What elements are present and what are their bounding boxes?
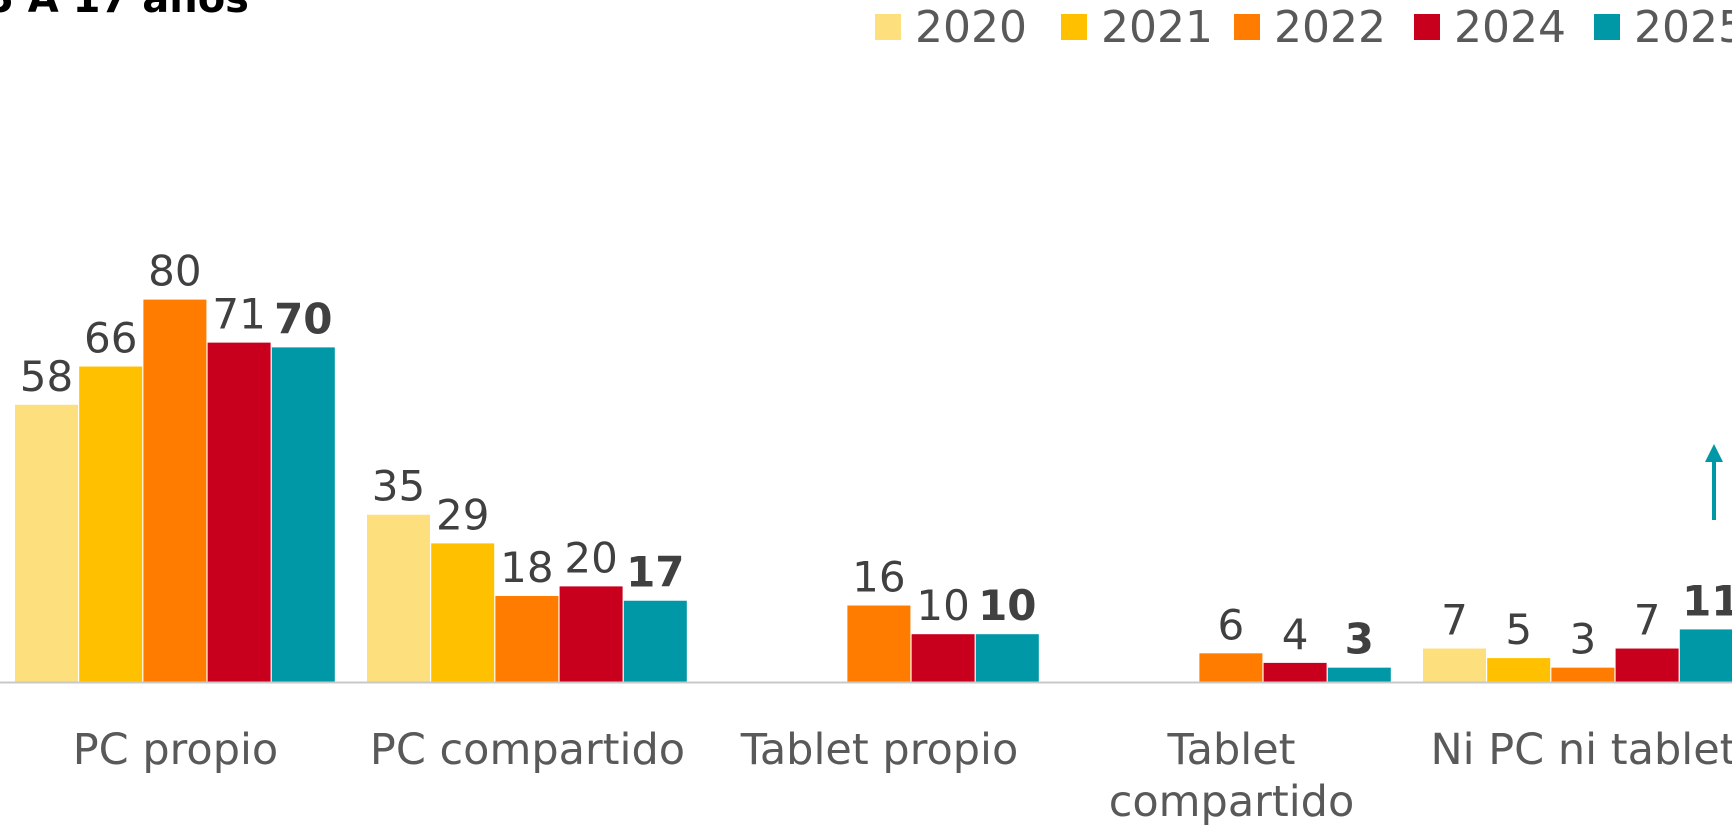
data-label: 3 — [1570, 615, 1597, 664]
bar — [431, 543, 495, 682]
data-label: 58 — [20, 352, 73, 401]
legend-label: 2024 — [1454, 2, 1566, 53]
bar — [975, 634, 1039, 682]
bar — [495, 595, 559, 682]
bar — [1327, 667, 1391, 682]
arrow-head — [1705, 444, 1723, 462]
bar — [1551, 667, 1615, 682]
data-label: 18 — [500, 543, 553, 592]
data-label: 35 — [372, 462, 425, 511]
data-label: 71 — [212, 290, 265, 339]
data-label: 6 — [1218, 600, 1245, 649]
bar — [1199, 653, 1263, 682]
bar — [143, 299, 207, 682]
legend-swatch — [1594, 14, 1620, 40]
data-label: 80 — [148, 247, 201, 296]
data-label: 10 — [916, 581, 969, 630]
bar — [911, 634, 975, 682]
bar — [847, 605, 911, 682]
data-label: 16 — [852, 553, 905, 602]
x-tick-label: PC propio — [73, 725, 279, 775]
data-label: 7 — [1634, 596, 1661, 645]
bar — [15, 404, 78, 682]
data-label: 4 — [1282, 610, 1309, 659]
data-label: 11 — [1682, 576, 1732, 625]
bar — [1423, 648, 1486, 682]
data-label: 5 — [1505, 605, 1532, 654]
x-tick-label: Tablet propio — [740, 725, 1019, 775]
bar — [623, 600, 687, 682]
bar — [1263, 662, 1327, 682]
bar — [207, 342, 271, 682]
label-line: Tablet — [1166, 725, 1295, 775]
bar — [1679, 629, 1732, 682]
legend-swatch — [1234, 14, 1260, 40]
label-line: compartido — [1109, 777, 1355, 827]
legend-swatch — [1061, 14, 1087, 40]
x-tick-label: Ni PC ni tablet — [1430, 725, 1732, 775]
legend-label: 2021 — [1101, 2, 1213, 53]
chart-title: 5 A 17 años — [0, 0, 249, 22]
legend-label: 2022 — [1274, 2, 1386, 53]
bar — [1615, 648, 1679, 682]
data-label: 7 — [1441, 596, 1468, 645]
data-label: 10 — [978, 581, 1036, 630]
bar — [1487, 658, 1551, 682]
bar — [367, 514, 430, 682]
data-label: 20 — [564, 533, 617, 582]
legend-swatch — [1414, 14, 1440, 40]
data-label: 3 — [1345, 615, 1374, 664]
legend-label: 2020 — [915, 2, 1027, 53]
legend-swatch — [875, 14, 901, 40]
data-label: 29 — [436, 490, 489, 539]
bar — [559, 586, 623, 682]
data-label: 70 — [274, 294, 332, 343]
legend-label: 2025 — [1634, 2, 1732, 53]
data-label: 66 — [84, 314, 137, 363]
bar — [79, 366, 143, 682]
data-label: 17 — [626, 548, 684, 597]
x-tick-label: PC compartido — [370, 725, 685, 775]
bar — [271, 347, 335, 682]
x-tick-label: Tablet compartido — [1109, 725, 1355, 827]
